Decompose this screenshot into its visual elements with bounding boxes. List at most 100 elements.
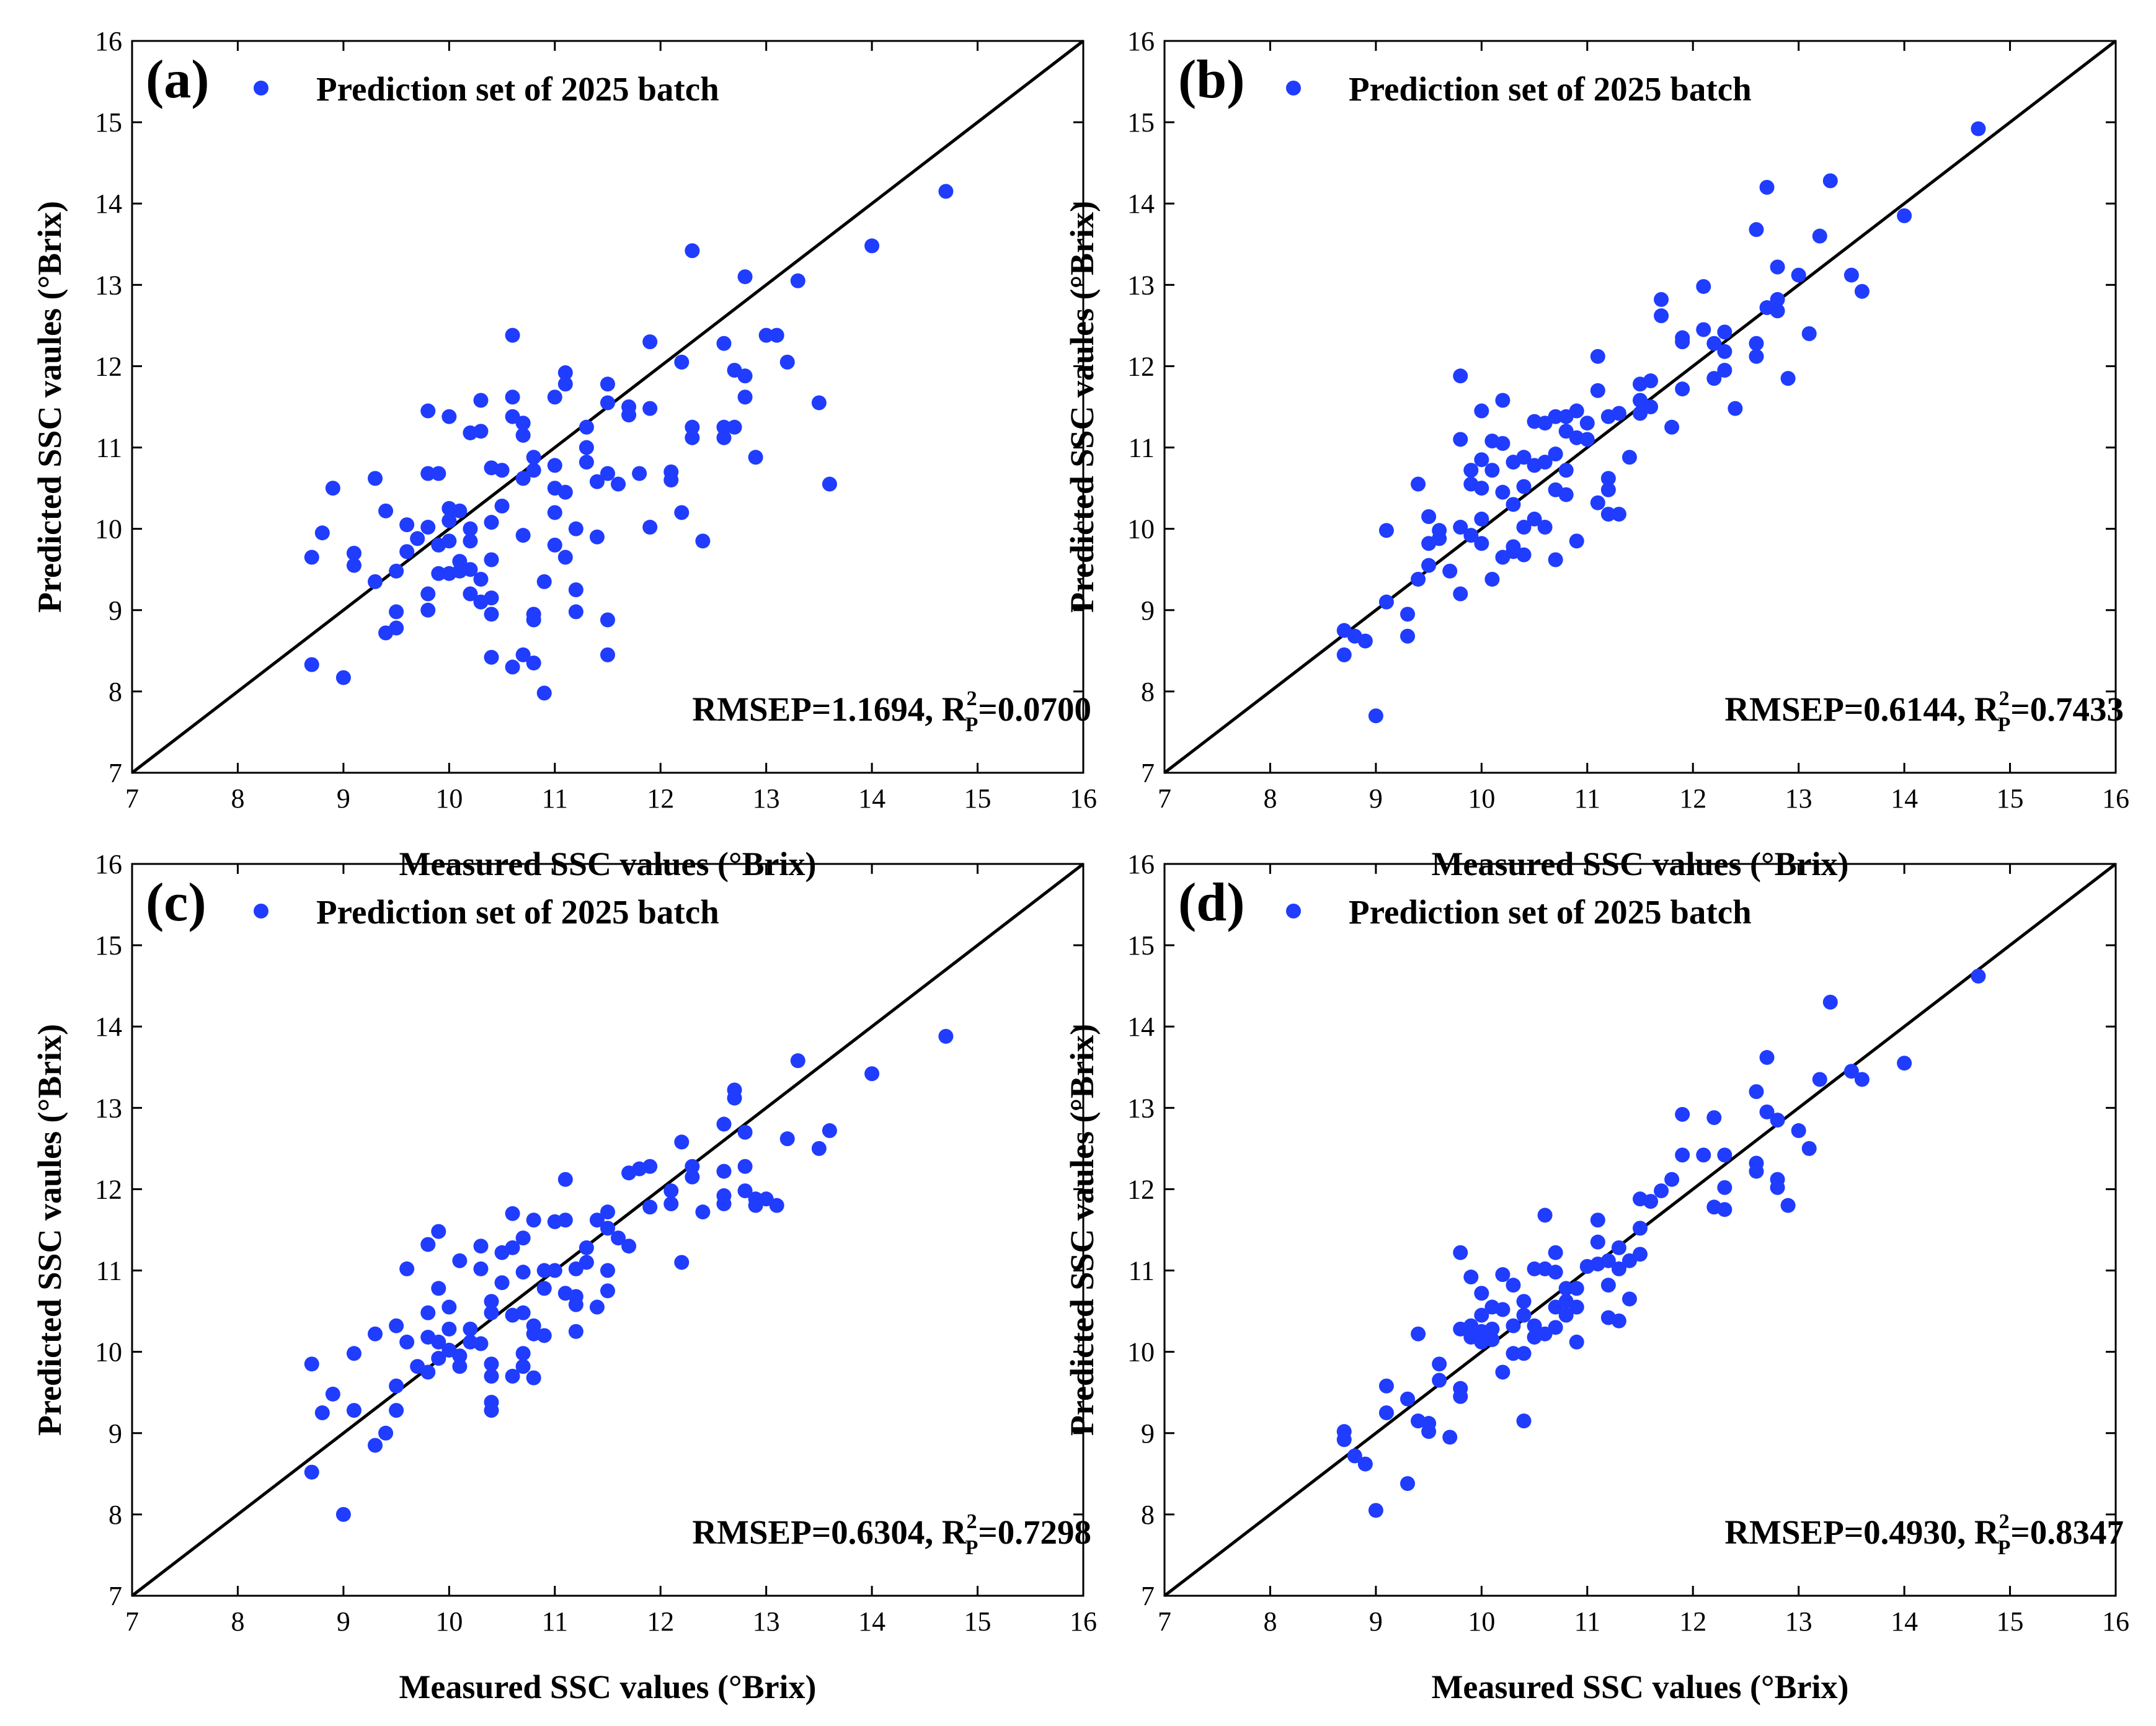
data-point [1621,450,1637,465]
data-point [1516,1294,1532,1309]
data-point [1516,520,1532,535]
data-point [515,1346,531,1361]
rmsep-stat: RMSEP=0.4930, R2 P=0.8347 [1724,1510,2124,1559]
x-tick-label: 8 [1263,783,1277,814]
panel-b: Predicted SSC vaules (°Brix) Measured SS… [1063,26,2129,883]
data-point [515,427,531,443]
data-point [1453,368,1468,384]
data-point [1633,1247,1648,1262]
stat-sup: 2 [967,687,977,710]
data-point [452,1253,468,1268]
data-point [1432,531,1447,546]
data-point [579,1255,594,1270]
data-point [1336,647,1352,662]
data-point [463,521,478,536]
data-point [769,1198,784,1213]
data-point [1400,1391,1416,1407]
data-point [1654,291,1669,307]
data-point [600,395,615,411]
data-point [779,1131,795,1147]
data-point [1527,1261,1542,1276]
data-point [526,450,541,465]
data-point [1558,1307,1574,1323]
x-tick-label: 9 [1369,783,1383,814]
data-point [642,334,658,350]
plot-frame [1163,863,2117,1597]
data-point [1643,1194,1659,1209]
data-point [389,604,404,620]
data-point [1516,547,1532,563]
data-point [1696,278,1711,294]
data-point [1411,571,1426,587]
y-tick-label: 8 [1141,1500,1155,1530]
data-point [663,1183,679,1199]
data-point [716,1163,732,1179]
data-point [484,1294,499,1309]
panel-c: Predicted SSC vaules (°Brix) Measured SS… [31,849,1097,1706]
data-point [1400,628,1416,644]
y-tick-label: 14 [95,1012,122,1042]
data-point [685,1159,700,1174]
data-point [410,531,425,546]
y-tick-label: 15 [95,930,122,961]
x-tick-label: 12 [647,1606,674,1637]
x-axis-label: Measured SSC values (°Brix) [1431,1668,1848,1706]
data-point [716,430,732,445]
data-point [1495,1302,1511,1317]
data-point [621,407,637,423]
data-point [441,409,457,424]
data-point [1780,1198,1796,1213]
x-tick-label: 15 [1997,783,2024,814]
data-point [368,471,383,486]
data-point [938,184,954,199]
data-point [452,1359,468,1374]
data-point [663,473,679,487]
data-point [1854,283,1870,299]
data-point [611,1230,626,1246]
data-point [600,1263,615,1278]
data-point [1579,432,1595,447]
x-tick-label: 8 [1263,1606,1277,1637]
data-point [515,647,531,662]
legend-marker [254,81,268,96]
data-point [1749,1163,1764,1179]
plot-frame [131,863,1085,1597]
x-tick-label: 14 [858,783,885,814]
data-point [1569,533,1584,549]
data-point [822,1123,837,1139]
data-point [325,1386,340,1402]
data-point [1516,450,1532,465]
data-point [1411,476,1426,492]
y-tick-label: 13 [95,1093,122,1123]
data-point [1717,1147,1732,1163]
data-point [589,529,605,545]
data-point [1400,1476,1416,1492]
data-point [505,1206,520,1221]
data-point [1611,507,1626,522]
data-point [1463,1270,1479,1285]
data-point [547,537,562,553]
data-point [600,1204,615,1220]
data-point [1569,1281,1584,1296]
data-point [420,602,436,618]
y-tick-label: 14 [95,189,122,219]
data-point [600,647,615,662]
data-point [1378,594,1394,610]
stat-prefix: RMSEP=1.1694, R [692,690,967,728]
data-point [1411,1326,1426,1341]
data-point [938,1028,954,1044]
y-tick-label: 12 [95,1174,122,1204]
data-point [579,1240,594,1255]
data-point [547,458,562,473]
panel-d: Predicted SSC vaules (°Brix) Measured SS… [1063,849,2129,1706]
data-point [1453,1245,1468,1260]
data-point [600,1221,615,1236]
data-point [473,1336,489,1351]
legend-label: Prediction set of 2025 batch [316,70,719,108]
data-point [452,503,468,518]
stat-sub: P [965,713,978,736]
data-point [1432,1372,1447,1388]
data-point [1675,1147,1690,1163]
legend-label: Prediction set of 2025 batch [1349,893,1752,931]
data-point [1812,228,1827,244]
